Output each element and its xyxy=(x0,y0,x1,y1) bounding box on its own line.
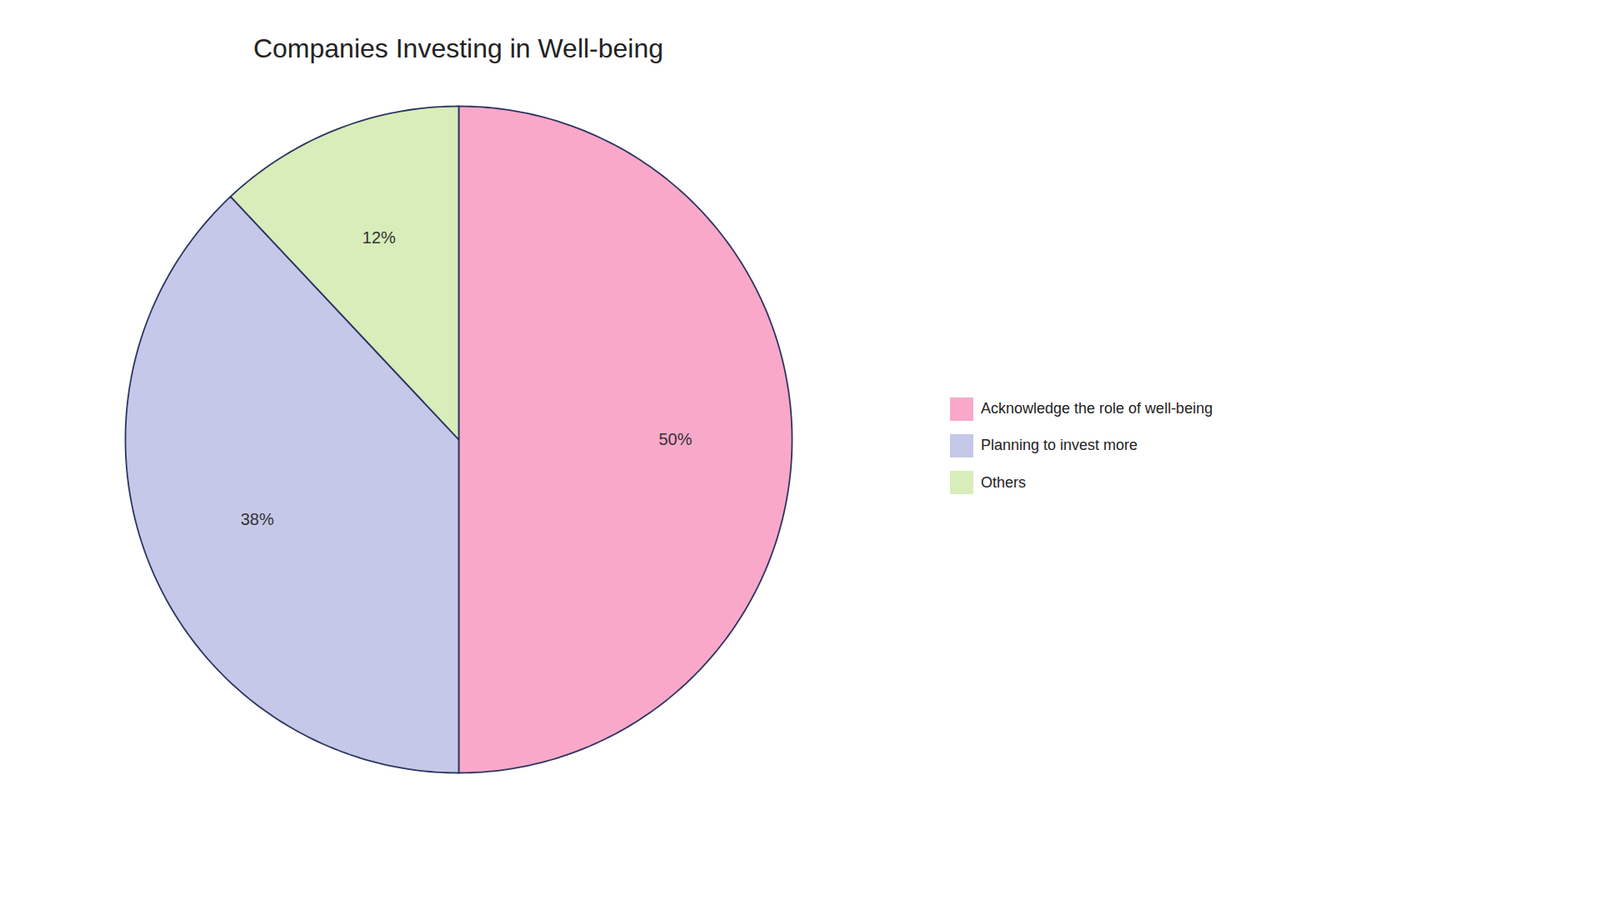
html-text:Planning to invest more: Planning to invest more xyxy=(980,437,1138,454)
svg-text:38%: 38% xyxy=(240,510,275,529)
html-text:Companies Investing in Well-be: Companies Investing in Well-being xyxy=(253,33,664,64)
html-text:Acknowledge the role of well-b: Acknowledge the role of well-being xyxy=(980,400,1213,417)
svg-text:12%: 12% xyxy=(362,228,396,247)
html-text:Others: Others xyxy=(980,473,1026,491)
svg-text:50%: 50% xyxy=(658,430,692,449)
